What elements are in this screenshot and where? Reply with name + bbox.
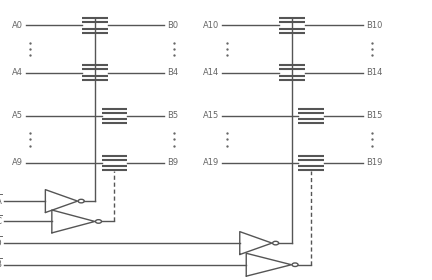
Text: B15: B15 bbox=[366, 111, 382, 120]
Text: BEB: BEB bbox=[0, 260, 2, 269]
Text: B10: B10 bbox=[366, 21, 382, 30]
Text: A4: A4 bbox=[12, 68, 23, 77]
Text: B5: B5 bbox=[167, 111, 178, 120]
Text: A9: A9 bbox=[12, 158, 23, 167]
Text: A0: A0 bbox=[12, 21, 23, 30]
Text: BEC: BEC bbox=[0, 217, 2, 226]
Text: BED: BED bbox=[0, 239, 2, 248]
Text: A15: A15 bbox=[203, 111, 219, 120]
Text: BEA: BEA bbox=[0, 197, 2, 206]
Text: A5: A5 bbox=[12, 111, 23, 120]
Text: B19: B19 bbox=[366, 158, 382, 167]
Text: B0: B0 bbox=[167, 21, 178, 30]
Text: A14: A14 bbox=[203, 68, 219, 77]
Text: A10: A10 bbox=[203, 21, 219, 30]
Text: B9: B9 bbox=[167, 158, 178, 167]
Text: B4: B4 bbox=[167, 68, 178, 77]
Text: A19: A19 bbox=[203, 158, 219, 167]
Text: B14: B14 bbox=[366, 68, 382, 77]
